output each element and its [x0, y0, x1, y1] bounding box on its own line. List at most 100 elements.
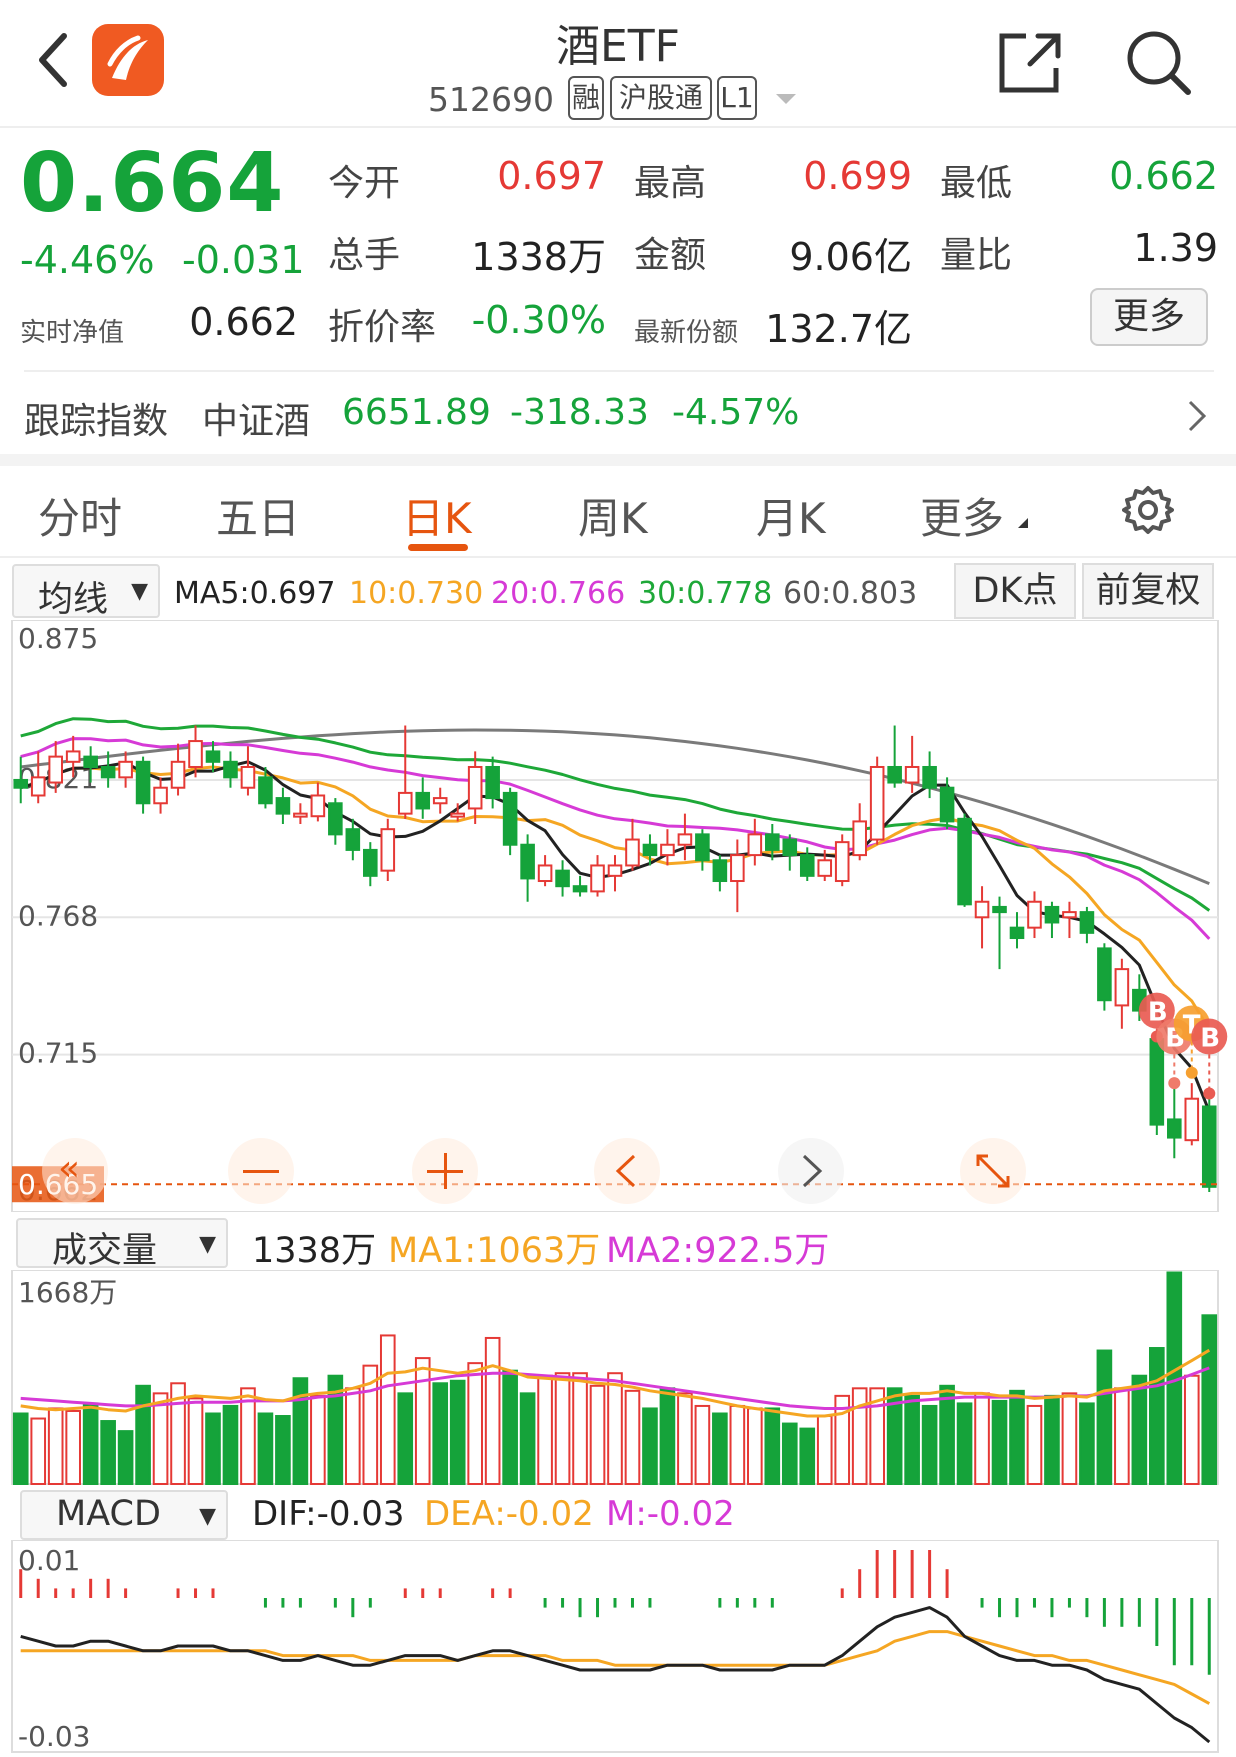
dropdown-arrow-icon: ▼: [199, 1504, 216, 1529]
volume-bar: [187, 1397, 204, 1485]
candle-body: [834, 841, 850, 883]
candle-body: [625, 838, 640, 867]
tracking-index-change: -318.33: [510, 392, 649, 433]
candle-body: [485, 765, 500, 800]
tracking-index-pct: -4.57%: [672, 392, 800, 433]
chart-settings-button[interactable]: [1122, 484, 1174, 536]
tracking-row[interactable]: 跟踪指数 中证酒 6651.89 -318.33 -4.57%: [0, 374, 1236, 454]
ma5-value: MA5:0.697: [174, 576, 336, 611]
adjust-button[interactable]: 前复权: [1082, 563, 1214, 619]
tab-intraday[interactable]: 分时: [38, 494, 123, 543]
ma20-line: [20, 737, 1211, 940]
volume-bar: [677, 1392, 693, 1485]
more-button[interactable]: 更多: [1090, 288, 1208, 346]
ma20-value: 20:0.766: [491, 576, 626, 611]
dea-line: [20, 1630, 1211, 1705]
share-button[interactable]: [996, 28, 1066, 98]
badge-connect: 沪股通: [610, 76, 712, 120]
candle-body: [432, 797, 448, 805]
volume-chart[interactable]: 1668万: [0, 1270, 1236, 1486]
volume-bar: [519, 1392, 536, 1485]
scroll-left-button[interactable]: [594, 1138, 660, 1204]
volume-bar: [12, 1412, 29, 1485]
candle-body: [782, 838, 798, 857]
volume-bar: [467, 1362, 483, 1485]
shares-label: 最新份额: [634, 318, 739, 348]
search-button[interactable]: [1124, 28, 1194, 98]
volume-bar: [904, 1394, 920, 1485]
volume-bar: [921, 1404, 938, 1485]
tab-active-indicator: [408, 544, 468, 551]
candle-body: [450, 812, 465, 818]
chevron-left-icon: [39, 33, 67, 87]
divider: [24, 370, 1214, 372]
volume-select[interactable]: 成交量 ▼: [16, 1218, 228, 1271]
zoom-in-button[interactable]: [412, 1138, 478, 1204]
candle-body: [188, 740, 203, 768]
scroll-right-button[interactable]: [778, 1138, 844, 1204]
volume-bar: [310, 1394, 326, 1485]
high-value: 0.699: [803, 154, 912, 198]
volume-bar: [554, 1372, 571, 1485]
ma30-line: [20, 717, 1211, 912]
candle-body: [363, 848, 378, 877]
candle-body: [799, 854, 815, 877]
plus-icon-vertical: [444, 1153, 447, 1189]
section-gap: [0, 454, 1236, 466]
dropdown-arrow-icon: ▼: [131, 579, 148, 604]
dropdown-arrow-icon: ▼: [199, 1232, 216, 1257]
indicator-select[interactable]: 均线 ▼: [12, 564, 160, 620]
tab-weekly-k[interactable]: 周K: [578, 494, 648, 543]
tab-daily-k[interactable]: 日K: [402, 494, 472, 543]
volume-bar: [694, 1404, 711, 1485]
volume-bar: [327, 1374, 344, 1485]
candle-body: [1044, 905, 1060, 924]
candle-body: [887, 765, 902, 784]
volume-bar: [65, 1409, 81, 1486]
y-tick-label: 0.875: [18, 622, 98, 655]
fullscreen-button[interactable]: [960, 1138, 1026, 1204]
candle-body: [642, 843, 658, 857]
expand-icon: [976, 1154, 1010, 1188]
nav-label: 实时净值: [20, 318, 125, 348]
volume-bar: [537, 1374, 553, 1485]
candle-body: [1114, 968, 1130, 1007]
ratio-value: 1.39: [1133, 226, 1218, 270]
zoom-out-button[interactable]: [228, 1138, 294, 1204]
dk-point-button[interactable]: DK点: [954, 563, 1076, 619]
ma10-line: [20, 765, 1211, 1031]
tab-more[interactable]: 更多: [920, 494, 1005, 543]
volume-bar: [117, 1430, 134, 1485]
candle-body: [1097, 947, 1112, 1002]
candle-body: [677, 833, 693, 846]
volume-bar: [1009, 1389, 1025, 1485]
candle-body: [30, 776, 46, 797]
gear-icon: [1122, 486, 1174, 534]
y-tick-label: -0.03: [18, 1720, 90, 1753]
logo-icon: [107, 35, 148, 80]
volume-bar: [82, 1402, 99, 1485]
volume-bar: [345, 1387, 361, 1485]
volume-bar: [1183, 1374, 1200, 1485]
scroll-left-far-button[interactable]: «: [42, 1138, 108, 1204]
macd-chart[interactable]: 0.01 -0.03: [0, 1540, 1236, 1757]
volume-bar: [397, 1392, 414, 1485]
indicator-select-label: 均线: [38, 580, 109, 620]
change-value: -0.031: [182, 238, 305, 282]
dropdown-icon[interactable]: [776, 94, 796, 104]
tab-five-day[interactable]: 五日: [216, 494, 301, 543]
candle-body: [240, 765, 256, 789]
back-button[interactable]: [28, 28, 78, 92]
nav-value: 0.662: [189, 300, 298, 344]
tab-monthly-k[interactable]: 月K: [756, 494, 826, 543]
search-icon: [1127, 31, 1191, 95]
candle-body: [467, 765, 483, 810]
candle-body: [65, 750, 81, 763]
macd-select[interactable]: MACD ▼: [20, 1490, 228, 1540]
volume-bar: [152, 1392, 169, 1485]
share-icon: [999, 33, 1061, 93]
candle-body: [118, 760, 133, 779]
volume-ma2: MA2:922.5万: [606, 1231, 830, 1271]
open-value: 0.697: [497, 154, 606, 198]
